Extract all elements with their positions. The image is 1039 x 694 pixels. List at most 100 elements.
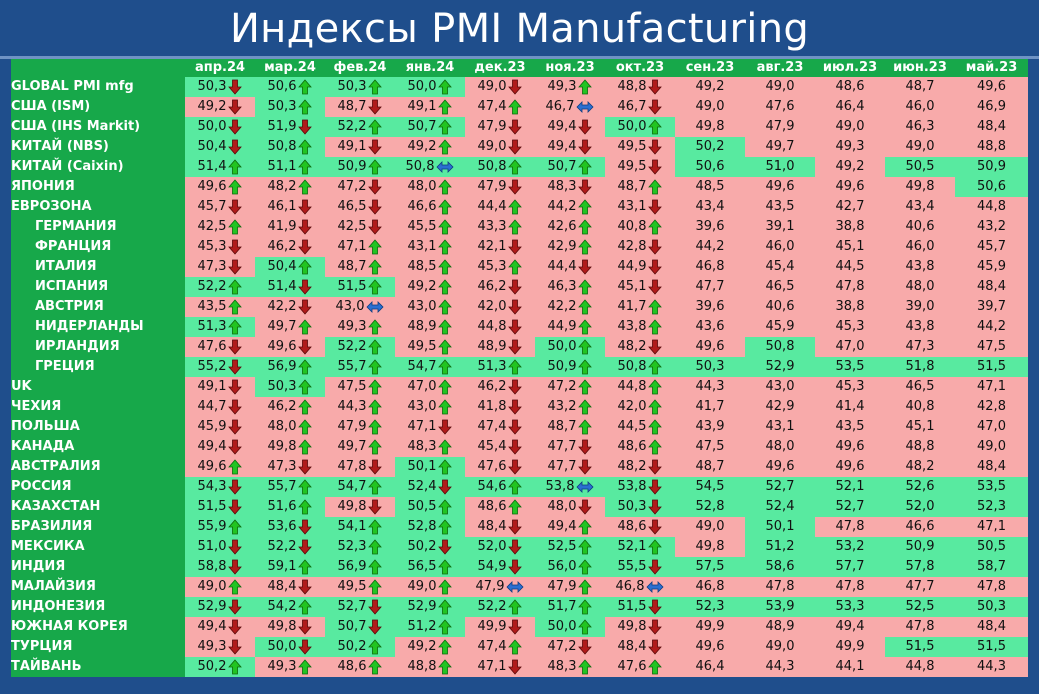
- pmi-value: 48,7: [547, 419, 577, 434]
- pmi-value: 39,0: [905, 299, 935, 314]
- pmi-value: 48,8: [617, 79, 647, 94]
- pmi-value: 52,9: [407, 599, 437, 614]
- pmi-value: 55,2: [197, 359, 227, 374]
- pmi-cell: 55,7: [255, 477, 325, 497]
- pmi-value: 51,9: [267, 119, 297, 134]
- pmi-cell: 49,0: [675, 517, 745, 537]
- arrow-down-icon: [508, 119, 523, 135]
- pmi-cell: 52,5: [885, 597, 955, 617]
- pmi-value: 47,9: [337, 419, 367, 434]
- pmi-value: 52,0: [477, 539, 507, 554]
- column-header: дек.23: [465, 59, 535, 77]
- pmi-value: 49,5: [617, 159, 647, 174]
- pmi-value: 48,3: [407, 439, 437, 454]
- pmi-value: 48,5: [407, 259, 437, 274]
- pmi-cell: 47,1: [465, 657, 535, 677]
- pmi-value: 43,9: [695, 419, 725, 434]
- arrow-down-icon: [228, 339, 243, 355]
- pmi-cell: 52,1: [605, 537, 675, 557]
- pmi-cell: 56,0: [535, 557, 605, 577]
- title-divider: [0, 56, 1039, 59]
- pmi-value: 43,8: [905, 319, 935, 334]
- pmi-value: 49,9: [835, 639, 865, 654]
- pmi-cell: 56,5: [395, 557, 465, 577]
- table-row: ГЕРМАНИЯ 42,5 41,9 42,5 45,5 43,3 42,6 40,8 39,6…: [11, 217, 1028, 237]
- pmi-value: 49,3: [547, 79, 577, 94]
- arrow-up-icon: [578, 299, 593, 315]
- pmi-value: 57,5: [695, 559, 725, 574]
- pmi-value: 49,2: [407, 279, 437, 294]
- pmi-value: 52,2: [197, 279, 227, 294]
- arrow-down-icon: [508, 559, 523, 575]
- pmi-value: 48,0: [765, 439, 795, 454]
- country-label: РОССИЯ: [11, 477, 185, 497]
- country-label: ИНДОНЕЗИЯ: [11, 597, 185, 617]
- pmi-value: 47,8: [905, 619, 935, 634]
- arrow-down-icon: [508, 659, 523, 675]
- table-row: ФРАНЦИЯ 45,3 46,2 47,1 43,1 42,1 42,9 42,8 44,2 4…: [11, 237, 1028, 257]
- pmi-cell: 52,3: [955, 497, 1028, 517]
- pmi-cell: 45,9: [745, 317, 815, 337]
- pmi-cell: 44,2: [955, 317, 1028, 337]
- arrow-up-icon: [298, 359, 313, 375]
- pmi-cell: 50,6: [675, 157, 745, 177]
- arrow-up-icon: [228, 159, 243, 175]
- arrow-down-icon: [508, 179, 523, 195]
- pmi-value: 54,3: [197, 479, 227, 494]
- arrow-down-icon: [578, 439, 593, 455]
- arrow-down-icon: [368, 99, 383, 115]
- pmi-cell: 47,9: [745, 117, 815, 137]
- arrow-up-icon: [368, 119, 383, 135]
- pmi-cell: 50,3: [675, 357, 745, 377]
- pmi-cell: 49,9: [675, 617, 745, 637]
- table-row: НИДЕРЛАНДЫ 51,3 49,7 49,3 48,9 44,8 44,9 43,8 43…: [11, 317, 1028, 337]
- arrow-up-icon: [228, 299, 243, 315]
- column-header: авг.23: [745, 59, 815, 77]
- pmi-value: 48,7: [617, 179, 647, 194]
- pmi-cell: 57,8: [885, 557, 955, 577]
- pmi-value: 51,5: [617, 599, 647, 614]
- pmi-cell: 42,5: [185, 217, 255, 237]
- pmi-value: 48,4: [977, 119, 1006, 134]
- pmi-value: 54,9: [477, 559, 507, 574]
- pmi-cell: 43,1: [745, 417, 815, 437]
- pmi-value: 49,8: [267, 619, 297, 634]
- pmi-cell: 49,2: [675, 77, 745, 97]
- pmi-cell: 46,5: [745, 277, 815, 297]
- pmi-value: 50,3: [267, 99, 297, 114]
- country-label: ЮЖНАЯ КОРЕЯ: [11, 617, 185, 637]
- pmi-cell: 52,6: [885, 477, 955, 497]
- country-label: ЕВРОЗОНА: [11, 197, 185, 217]
- pmi-cell: 50,8: [605, 357, 675, 377]
- pmi-cell: 48,5: [675, 177, 745, 197]
- table-row: ПОЛЬША 45,9 48,0 47,9 47,1 47,4 48,7 44,5 43,9 43…: [11, 417, 1028, 437]
- pmi-cell: 39,0: [885, 297, 955, 317]
- pmi-cell: 38,8: [815, 297, 885, 317]
- pmi-value: 41,7: [695, 399, 725, 414]
- arrow-down-icon: [438, 539, 453, 555]
- pmi-cell: 49,7: [745, 137, 815, 157]
- pmi-value: 45,9: [977, 259, 1006, 274]
- pmi-cell: 49,8: [885, 177, 955, 197]
- pmi-value: 47,7: [547, 439, 577, 454]
- pmi-cell: 40,8: [605, 217, 675, 237]
- arrow-up-icon: [438, 199, 453, 215]
- pmi-value: 47,5: [695, 439, 725, 454]
- arrow-up-icon: [648, 319, 663, 335]
- pmi-value: 48,0: [905, 279, 935, 294]
- arrow-up-icon: [438, 219, 453, 235]
- column-header: мар.24: [255, 59, 325, 77]
- pmi-cell: 49,4: [535, 517, 605, 537]
- pmi-cell: 47,8: [885, 617, 955, 637]
- pmi-value: 44,4: [547, 259, 577, 274]
- arrow-up-icon: [648, 119, 663, 135]
- pmi-cell: 47,8: [955, 577, 1028, 597]
- pmi-value: 44,8: [977, 199, 1006, 214]
- pmi-cell: 53,6: [255, 517, 325, 537]
- pmi-cell: 46,4: [815, 97, 885, 117]
- pmi-value: 47,9: [475, 579, 505, 594]
- column-header: фев.24: [325, 59, 395, 77]
- pmi-cell: 50,9: [325, 157, 395, 177]
- pmi-value: 49,1: [407, 99, 437, 114]
- arrow-up-icon: [368, 359, 383, 375]
